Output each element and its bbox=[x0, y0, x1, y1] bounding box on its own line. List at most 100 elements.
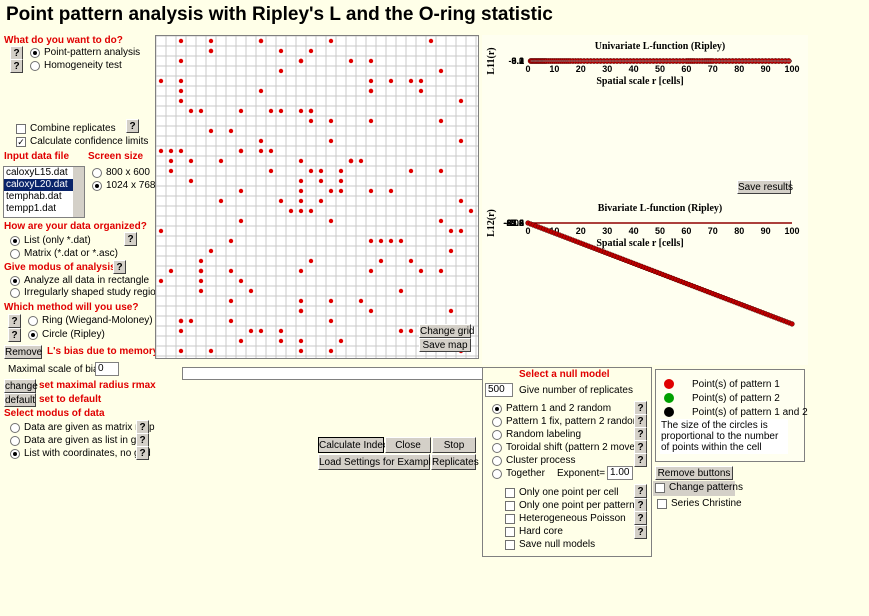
help-button-data-coords[interactable]: ? bbox=[136, 446, 149, 460]
legend-panel: Point(s) of pattern 1 Point(s) of patter… bbox=[655, 369, 808, 462]
help-button-check-2[interactable]: ? bbox=[634, 511, 647, 525]
radio-null-0[interactable] bbox=[492, 404, 502, 414]
list-item[interactable]: temphab.dat bbox=[6, 191, 62, 202]
map-point bbox=[298, 298, 304, 304]
point-map-canvas bbox=[156, 36, 478, 358]
map-point bbox=[338, 188, 344, 194]
radio-null-4[interactable] bbox=[492, 456, 502, 466]
label-org-matrix: Matrix (*.dat or *.asc) bbox=[24, 248, 118, 259]
file-scrollbar[interactable] bbox=[73, 167, 84, 217]
radio-method-ring[interactable] bbox=[28, 316, 38, 326]
label-modus-rect: Analyze all data in rectangle bbox=[24, 275, 150, 286]
checkbox-null-4[interactable] bbox=[505, 540, 515, 550]
label-null-3: Toroidal shift (pattern 2 moves) bbox=[506, 442, 644, 453]
remove-button[interactable]: Remove bbox=[4, 345, 43, 359]
checkbox-change-patterns[interactable] bbox=[655, 483, 665, 493]
radio-null-5[interactable] bbox=[492, 469, 502, 479]
radio-data-coords[interactable] bbox=[10, 449, 20, 459]
checkbox-combine[interactable] bbox=[16, 124, 26, 134]
save-map-button[interactable]: Save map bbox=[419, 338, 471, 352]
help-button-homog[interactable]: ? bbox=[10, 59, 23, 73]
change-patterns-row[interactable]: Change patterns bbox=[653, 481, 743, 496]
file-listbox[interactable]: caloxyL15.dat caloxyL20.dat temphab.dat … bbox=[3, 166, 85, 218]
max-bias-input[interactable]: 0 bbox=[95, 362, 119, 376]
help-button-org[interactable]: ? bbox=[124, 232, 137, 246]
radio-screen-800[interactable] bbox=[92, 168, 102, 178]
help-button-null-2[interactable]: ? bbox=[634, 427, 647, 441]
page-title: Point pattern analysis with Ripley's L a… bbox=[6, 4, 553, 25]
list-item[interactable]: caloxyL15.dat bbox=[6, 167, 68, 178]
remove-buttons-button[interactable]: Remove buttons bbox=[655, 466, 733, 480]
map-point bbox=[198, 288, 204, 294]
radio-modus-rect[interactable] bbox=[10, 276, 20, 286]
stop-button[interactable]: Stop bbox=[432, 437, 476, 453]
radio-org-matrix[interactable] bbox=[10, 249, 20, 259]
help-button-null-3[interactable]: ? bbox=[634, 440, 647, 454]
radio-method-circle[interactable] bbox=[28, 330, 38, 340]
point-map[interactable] bbox=[155, 35, 479, 359]
radio-null-1[interactable] bbox=[492, 417, 502, 427]
x-tick-label: 40 bbox=[629, 64, 639, 74]
map-point bbox=[328, 318, 334, 324]
map-point bbox=[468, 208, 474, 214]
help-button-null-1[interactable]: ? bbox=[634, 414, 647, 428]
y-tick-label: -87.2 bbox=[503, 218, 524, 228]
map-point bbox=[298, 58, 304, 64]
help-button-combine[interactable]: ? bbox=[126, 119, 139, 133]
save-results-button[interactable]: Save results bbox=[737, 180, 794, 194]
map-point bbox=[178, 328, 184, 334]
checkbox-null-0[interactable] bbox=[505, 488, 515, 498]
help-button-null-0[interactable]: ? bbox=[634, 401, 647, 415]
exponent-input[interactable]: 1.00 bbox=[607, 466, 633, 480]
map-point bbox=[368, 188, 374, 194]
help-button-check-0[interactable]: ? bbox=[634, 484, 647, 498]
change-grid-button[interactable]: Change grid bbox=[419, 324, 475, 338]
default-button[interactable]: default bbox=[4, 393, 36, 407]
question-what: What do you want to do? bbox=[4, 35, 123, 46]
change-button[interactable]: change bbox=[4, 379, 38, 393]
radio-data-list-grid[interactable] bbox=[10, 436, 20, 446]
radio-modus-irreg[interactable] bbox=[10, 288, 20, 298]
legend-dot-pattern-2 bbox=[664, 393, 674, 403]
map-point bbox=[238, 338, 244, 344]
radio-screen-1024[interactable] bbox=[92, 181, 102, 191]
help-button-ring[interactable]: ? bbox=[8, 314, 21, 328]
help-button-null-4[interactable]: ? bbox=[634, 453, 647, 467]
map-point bbox=[418, 268, 424, 274]
help-button-data-list-grid[interactable]: ? bbox=[136, 433, 149, 447]
map-point bbox=[298, 308, 304, 314]
checkbox-null-3[interactable] bbox=[505, 527, 515, 537]
map-point bbox=[348, 58, 354, 64]
radio-point-pattern[interactable] bbox=[30, 48, 40, 58]
replicates-button[interactable]: Replicates bbox=[431, 454, 479, 470]
checkbox-null-2[interactable] bbox=[505, 514, 515, 524]
radio-data-matrix[interactable] bbox=[10, 423, 20, 433]
help-button-modus[interactable]: ? bbox=[113, 260, 126, 274]
checkbox-null-1[interactable] bbox=[505, 501, 515, 511]
map-point bbox=[388, 78, 394, 84]
map-point bbox=[338, 168, 344, 174]
radio-null-2[interactable] bbox=[492, 430, 502, 440]
map-point bbox=[258, 88, 264, 94]
close-button[interactable]: Close bbox=[385, 437, 431, 453]
checkbox-confidence[interactable]: ✓ bbox=[16, 137, 26, 147]
help-button-circle[interactable]: ? bbox=[8, 328, 21, 342]
help-button-check-3[interactable]: ? bbox=[634, 525, 647, 539]
help-button-data-matrix[interactable]: ? bbox=[136, 420, 149, 434]
map-point bbox=[298, 348, 304, 354]
radio-org-list[interactable] bbox=[10, 236, 20, 246]
load-settings-button[interactable]: Load Settings for Example bbox=[318, 454, 436, 470]
calculate-index-button[interactable]: Calculate Index bbox=[318, 437, 388, 453]
replicates-input[interactable]: 500 bbox=[485, 383, 513, 397]
list-item[interactable]: caloxyL20.dat bbox=[4, 179, 84, 191]
checkbox-series[interactable] bbox=[657, 499, 667, 509]
list-item[interactable]: tempp1.dat bbox=[6, 203, 57, 214]
radio-null-3[interactable] bbox=[492, 443, 502, 453]
radio-homogeneity[interactable] bbox=[30, 61, 40, 71]
x-tick-label: 70 bbox=[708, 64, 718, 74]
help-button-point[interactable]: ? bbox=[10, 46, 23, 60]
map-point bbox=[198, 108, 204, 114]
map-point bbox=[158, 278, 164, 284]
y-tick-label: 6.2 bbox=[511, 56, 524, 66]
help-button-check-1[interactable]: ? bbox=[634, 498, 647, 512]
